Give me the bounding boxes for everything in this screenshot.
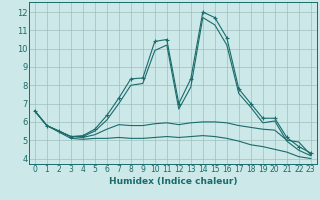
X-axis label: Humidex (Indice chaleur): Humidex (Indice chaleur): [108, 177, 237, 186]
